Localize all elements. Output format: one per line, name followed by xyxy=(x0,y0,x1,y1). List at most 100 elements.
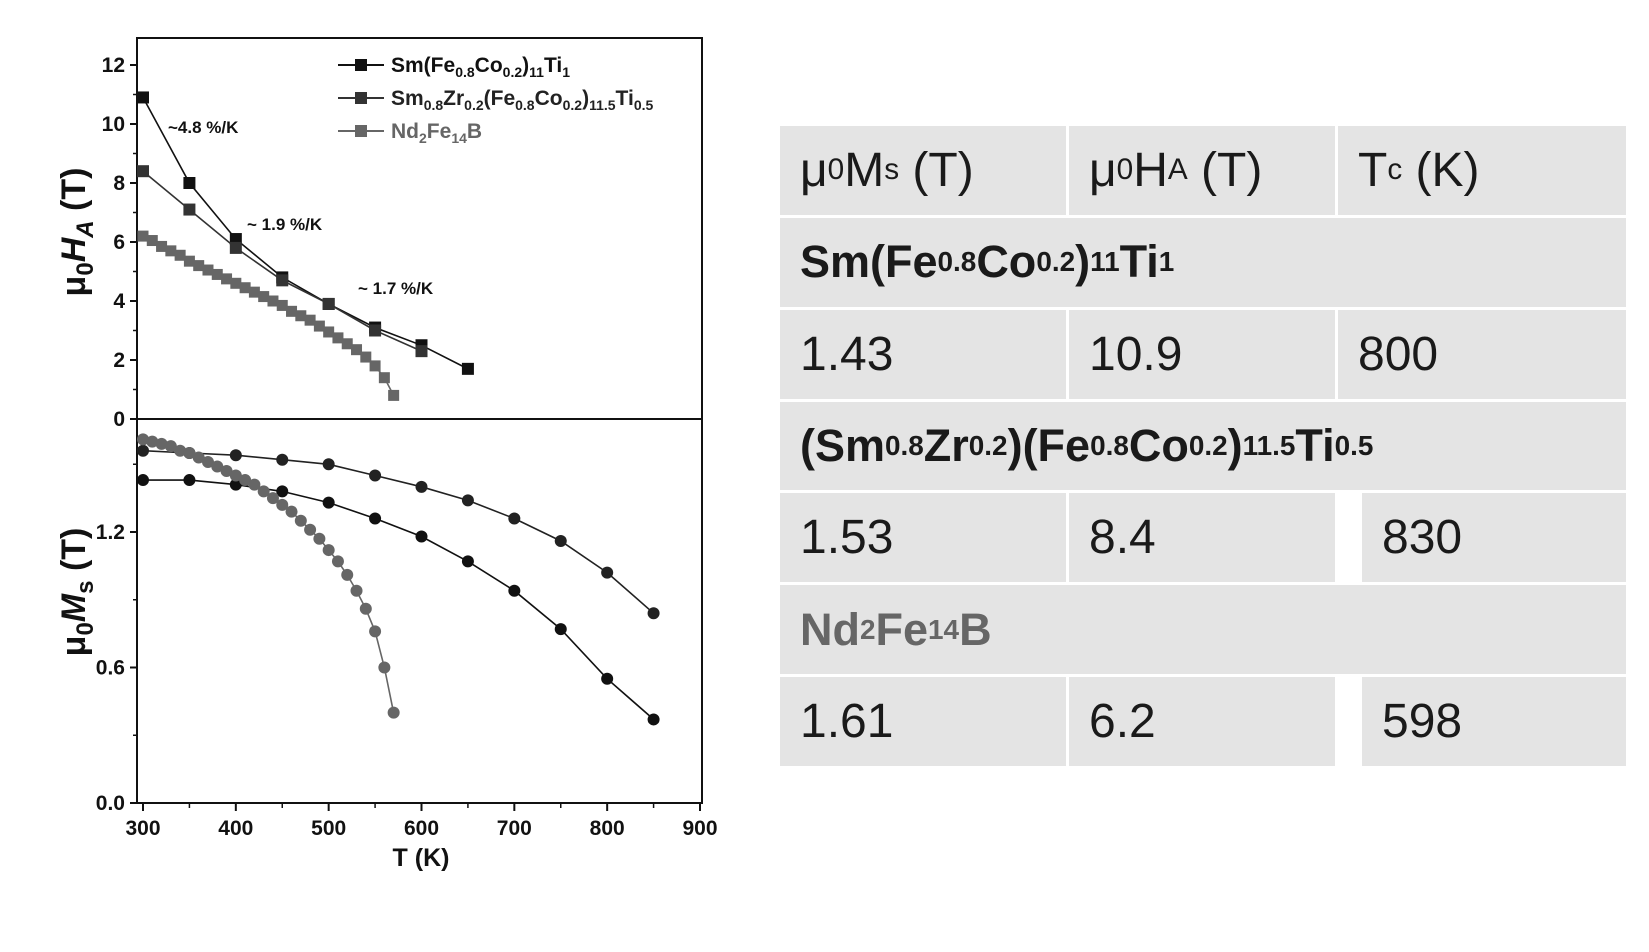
data-point xyxy=(211,460,224,473)
data-point xyxy=(351,344,363,356)
data-point xyxy=(174,249,186,261)
data-point xyxy=(369,512,382,525)
bottom-y-axis-title: μ0Ms (T) xyxy=(55,528,99,657)
data-point xyxy=(276,299,288,311)
data-point xyxy=(146,435,159,448)
data-point xyxy=(322,297,335,310)
material-name: (Sm 0.8 Zr 0.2)(Fe 0.8 Co 0.2) 11.5 Ti 0.5 xyxy=(780,401,1626,491)
data-point xyxy=(183,203,196,216)
data-point xyxy=(146,235,158,247)
data-point xyxy=(156,240,168,252)
data-point xyxy=(229,449,242,462)
data-point xyxy=(322,458,335,471)
data-point xyxy=(183,255,195,267)
data-point xyxy=(508,512,521,525)
data-point xyxy=(295,310,307,322)
y-tick-label: 0.0 xyxy=(96,792,125,815)
data-point xyxy=(378,372,390,384)
data-point xyxy=(350,584,363,597)
table-row: 1.43 10.9 800 xyxy=(780,309,1626,399)
data-point xyxy=(322,544,335,557)
data-point xyxy=(313,532,326,545)
x-tick-label: 500 xyxy=(311,817,346,840)
data-point xyxy=(266,492,279,505)
table-row: 1.53 8.4 830 xyxy=(780,493,1626,583)
data-point xyxy=(276,485,289,498)
data-point xyxy=(239,282,251,294)
data-point xyxy=(193,260,205,272)
data-point xyxy=(415,480,428,493)
slope-annotation-3: ~ 1.7 %/K xyxy=(358,279,434,298)
data-point xyxy=(508,584,521,597)
y-tick-label: 1.2 xyxy=(96,521,125,544)
legend-item-sm-zr-fe-co-ti: Sm0.8Zr0.2(Fe0.8Co0.2)11.5Ti0.5 xyxy=(338,87,654,113)
value-tc: 830 xyxy=(1362,493,1626,583)
data-point xyxy=(554,623,567,636)
value-tc: 598 xyxy=(1362,677,1626,766)
data-point xyxy=(276,498,289,511)
y-tick-label: 0.6 xyxy=(96,657,125,680)
value-ms: 1.61 xyxy=(780,677,1066,766)
data-point xyxy=(378,661,391,674)
data-point xyxy=(415,530,428,543)
value-ms: 1.43 xyxy=(780,309,1066,399)
x-tick-label: 900 xyxy=(682,817,717,840)
svg-text:Sm(Fe0.8Co0.2)11Ti1: Sm(Fe0.8Co0.2)11Ti1 xyxy=(391,54,570,80)
data-point xyxy=(137,444,149,457)
data-point xyxy=(201,455,214,468)
table-row: 1.61 6.2 598 xyxy=(780,677,1626,766)
svg-text:Nd2Fe14B: Nd2Fe14B xyxy=(391,120,482,146)
data-point xyxy=(332,332,344,344)
y-tick-label: 0 xyxy=(113,408,125,431)
data-point xyxy=(304,314,316,326)
x-tick-label: 800 xyxy=(590,817,625,840)
data-point xyxy=(601,566,614,579)
data-point xyxy=(304,523,317,536)
data-point xyxy=(155,437,168,450)
data-point xyxy=(294,514,307,527)
value-ha: 6.2 xyxy=(1069,677,1335,766)
data-point xyxy=(554,535,567,548)
material-row: (Sm 0.8 Zr 0.2)(Fe 0.8 Co 0.2) 11.5 Ti 0.5 xyxy=(780,401,1626,491)
data-point xyxy=(137,91,149,104)
data-point xyxy=(286,305,298,317)
material-row: Nd 2 Fe 14 B xyxy=(780,585,1626,675)
legend-item-sm-fe-co-ti: Sm(Fe0.8Co0.2)11Ti1 xyxy=(338,54,570,80)
y-tick-label: 6 xyxy=(113,231,125,254)
data-point xyxy=(276,274,289,287)
legend: Sm(Fe0.8Co0.2)11Ti1 Sm0.8Zr0.2(Fe0.8Co0.… xyxy=(338,54,654,146)
data-point xyxy=(461,494,474,507)
data-point xyxy=(164,440,177,453)
data-point xyxy=(221,273,233,285)
data-point xyxy=(239,474,252,487)
value-ha: 8.4 xyxy=(1069,493,1335,583)
data-point xyxy=(387,706,400,719)
chart-layer: 0 2 4 6 8 10 12 0.0 0.6 1.2 300 400 500 600 700 800 900 xyxy=(96,37,718,840)
legend-item-nd-fe-b: Nd2Fe14B xyxy=(338,120,482,146)
data-point xyxy=(276,453,289,466)
value-ha: 10.9 xyxy=(1069,309,1335,399)
y-tick-label: 10 xyxy=(102,113,125,136)
data-point xyxy=(258,291,270,303)
data-point xyxy=(267,295,279,307)
data-point xyxy=(183,474,196,487)
data-point xyxy=(647,713,660,726)
data-point xyxy=(360,351,372,363)
y-tick-label: 12 xyxy=(102,54,125,77)
data-point xyxy=(211,268,223,280)
data-point xyxy=(601,672,614,685)
data-point xyxy=(257,485,270,498)
data-point xyxy=(415,345,428,358)
data-point xyxy=(369,469,382,482)
data-point xyxy=(285,505,298,518)
data-point xyxy=(137,230,149,242)
data-point xyxy=(369,360,381,372)
material-name: Sm(Fe 0.8 Co 0.2) 11 Ti 1 xyxy=(780,217,1626,307)
x-tick-label: 400 xyxy=(218,817,253,840)
data-point xyxy=(137,165,149,178)
